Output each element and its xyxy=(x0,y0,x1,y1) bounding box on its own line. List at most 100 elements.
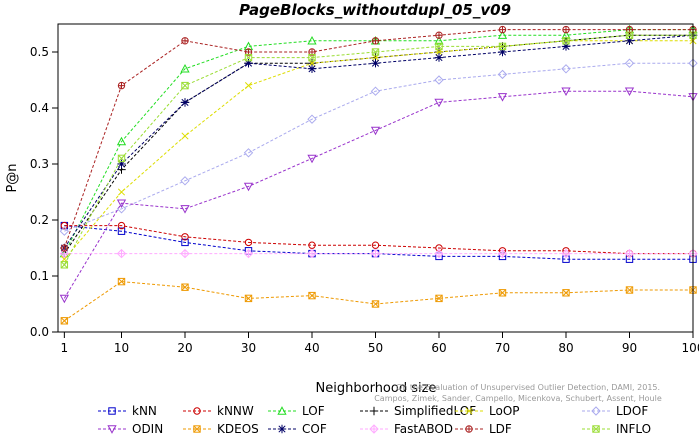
data-point xyxy=(244,53,253,62)
data-point xyxy=(60,221,69,230)
data-point xyxy=(181,283,189,291)
legend-item: INFLO xyxy=(582,422,651,434)
data-point xyxy=(244,294,253,303)
data-point xyxy=(625,36,634,45)
data-point xyxy=(181,238,189,247)
data-point xyxy=(435,42,443,50)
data-point xyxy=(180,176,190,186)
y-axis: 0.0 0.1 0.2 0.3 0.4 0.5 xyxy=(30,45,58,339)
legend-marker xyxy=(108,407,116,415)
data-point xyxy=(308,291,316,300)
legend-marker xyxy=(591,406,601,416)
data-point xyxy=(117,154,126,163)
data-point xyxy=(435,294,443,302)
data-point xyxy=(244,294,253,302)
legend-marker xyxy=(107,425,117,434)
data-point xyxy=(308,53,316,62)
data-point xyxy=(562,289,570,297)
series-COF xyxy=(60,31,698,253)
data-point xyxy=(498,47,507,57)
data-point xyxy=(244,54,253,62)
data-point xyxy=(624,58,635,68)
series-line xyxy=(63,34,693,266)
data-point xyxy=(117,221,126,230)
legend-item: kNNW xyxy=(183,404,254,418)
data-point xyxy=(434,75,444,85)
data-point xyxy=(435,294,443,303)
legend-item: ODIN xyxy=(98,422,163,434)
legend-label: kNNW xyxy=(217,404,254,418)
x-tick-label: 100 xyxy=(682,341,699,355)
legend-label: KDEOS xyxy=(217,422,259,434)
data-point xyxy=(625,31,634,39)
legend-label: LoOP xyxy=(489,404,520,418)
x-axis: 1 10 20 30 40 50 60 70 80 90 100 xyxy=(61,332,699,355)
legend-marker xyxy=(277,424,287,434)
series-line xyxy=(64,62,693,232)
x-tick-label: 10 xyxy=(114,341,129,355)
legend-item: FastABOD xyxy=(360,422,453,434)
legend-marker xyxy=(193,425,201,433)
plot-frame xyxy=(57,23,694,333)
legend-item: SimplifiedLOF xyxy=(360,404,476,418)
data-point xyxy=(307,64,317,73)
legend-label: COF xyxy=(302,422,327,434)
series-LDF xyxy=(60,25,697,252)
data-point xyxy=(498,42,507,50)
series-line xyxy=(64,225,693,255)
legend-label: INFLO xyxy=(616,422,651,434)
data-point xyxy=(497,93,508,102)
data-point xyxy=(307,154,317,164)
x-axis-label: Neighborhood size xyxy=(316,381,437,396)
data-point xyxy=(116,136,127,146)
data-point xyxy=(118,250,125,257)
data-point xyxy=(561,64,571,74)
data-point xyxy=(561,42,571,51)
data-point xyxy=(372,250,379,257)
data-point xyxy=(307,248,317,259)
data-point xyxy=(180,98,190,107)
data-point xyxy=(435,42,443,51)
x-tick-label: 60 xyxy=(431,341,446,355)
data-point xyxy=(308,241,316,249)
data-point xyxy=(307,114,317,124)
data-point xyxy=(181,81,189,90)
data-point xyxy=(59,226,70,236)
data-point xyxy=(435,32,443,39)
data-point xyxy=(434,98,444,108)
legend-label: LDF xyxy=(489,422,512,434)
legend-label: LOF xyxy=(302,404,325,418)
data-point xyxy=(371,241,380,249)
data-point xyxy=(371,300,380,308)
data-point xyxy=(498,289,507,297)
data-point xyxy=(117,188,126,196)
legend-marker xyxy=(193,425,201,433)
series-line xyxy=(63,34,694,249)
legend-item: LoOP xyxy=(455,404,520,418)
series-LDOF xyxy=(59,58,698,236)
x-tick-label: 40 xyxy=(304,341,319,355)
data-point xyxy=(243,182,254,192)
data-point xyxy=(181,82,189,90)
legend-marker xyxy=(277,406,287,415)
data-point xyxy=(244,238,253,247)
data-point xyxy=(562,250,570,257)
data-point xyxy=(498,42,507,51)
data-point xyxy=(60,317,69,325)
data-point xyxy=(370,248,381,259)
data-point xyxy=(244,82,253,90)
data-point xyxy=(60,261,69,269)
legend-label: SimplifiedLOF xyxy=(394,404,476,418)
series-FastABOD xyxy=(59,248,698,259)
data-point xyxy=(118,82,125,89)
series-ODIN xyxy=(59,87,698,304)
data-point xyxy=(435,250,443,257)
data-point xyxy=(561,248,571,259)
data-point xyxy=(181,283,189,291)
watermark-line-1: On the Evaluation of Unsupervised Outlie… xyxy=(396,383,660,392)
data-point xyxy=(60,261,68,269)
y-tick-label: 0.5 xyxy=(30,45,49,59)
data-point xyxy=(372,37,379,44)
watermark-line-2: Campos, Zimek, Sander, Campello, Micenko… xyxy=(374,394,662,403)
